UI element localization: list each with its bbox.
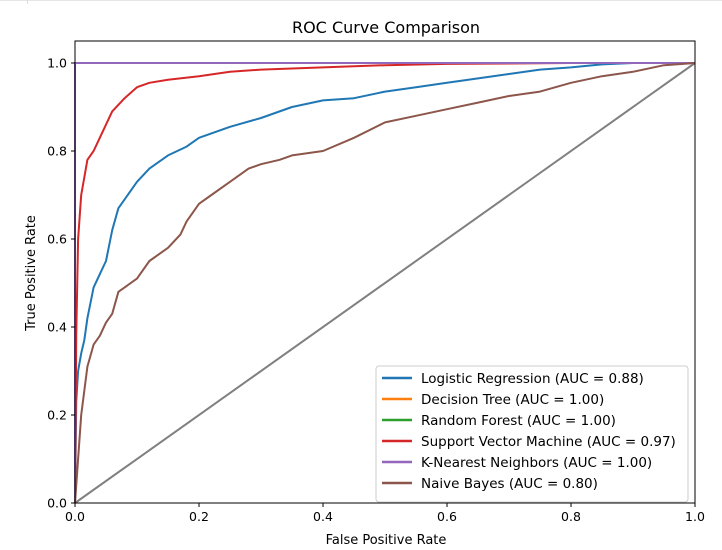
legend-label-k-nearest-neighbors: K-Nearest Neighbors (AUC = 1.00)	[421, 455, 652, 471]
series-line-logistic-regression	[74, 62, 695, 504]
legend-label-support-vector-machine: Support Vector Machine (AUC = 0.97)	[421, 434, 676, 450]
y-tick-label: 0.0	[47, 496, 67, 511]
axes: 0.0 0.2 0.4 0.6 0.8 1.0 0.0 0.2 0.4 0.6 0.8 1.0	[47, 40, 705, 524]
y-tick-label: 0.4	[47, 320, 67, 335]
axes-frame	[74, 40, 696, 504]
legend-label-naive-bayes: Naive Bayes (AUC = 0.80)	[421, 476, 598, 492]
y-axis-title: True Positive Rate	[24, 215, 39, 332]
legend-label-logistic-regression: Logistic Regression (AUC = 0.88)	[421, 371, 644, 387]
x-tick-label: 0.0	[65, 509, 85, 524]
series-line-naive-bayes	[74, 62, 696, 504]
legend-box	[375, 365, 689, 503]
y-tick-label: 0.2	[47, 408, 67, 423]
x-tick-label: 0.4	[313, 509, 333, 524]
y-tick-label: 0.6	[47, 232, 67, 247]
x-tick-label: 0.8	[561, 509, 581, 524]
legend-label-random-forest: Random Forest (AUC = 1.00)	[421, 413, 616, 429]
window-left-edge	[27, 0, 28, 4]
x-tick-label: 0.6	[437, 509, 457, 524]
window-top-edge	[0, 0, 722, 5]
y-tick-label: 1.0	[47, 56, 67, 71]
y-tick-label: 0.8	[47, 144, 67, 159]
x-axis-title: False Positive Rate	[326, 533, 447, 548]
legend-label-decision-tree: Decision Tree (AUC = 1.00)	[421, 392, 604, 408]
x-tick-label: 1.0	[685, 509, 705, 524]
diagonal-reference-line	[74, 62, 696, 504]
x-tick-label: 0.2	[189, 509, 209, 524]
chart-title: ROC Curve Comparison	[292, 18, 480, 37]
legend: Logistic Regression (AUC = 0.88) Decision…	[375, 365, 689, 503]
